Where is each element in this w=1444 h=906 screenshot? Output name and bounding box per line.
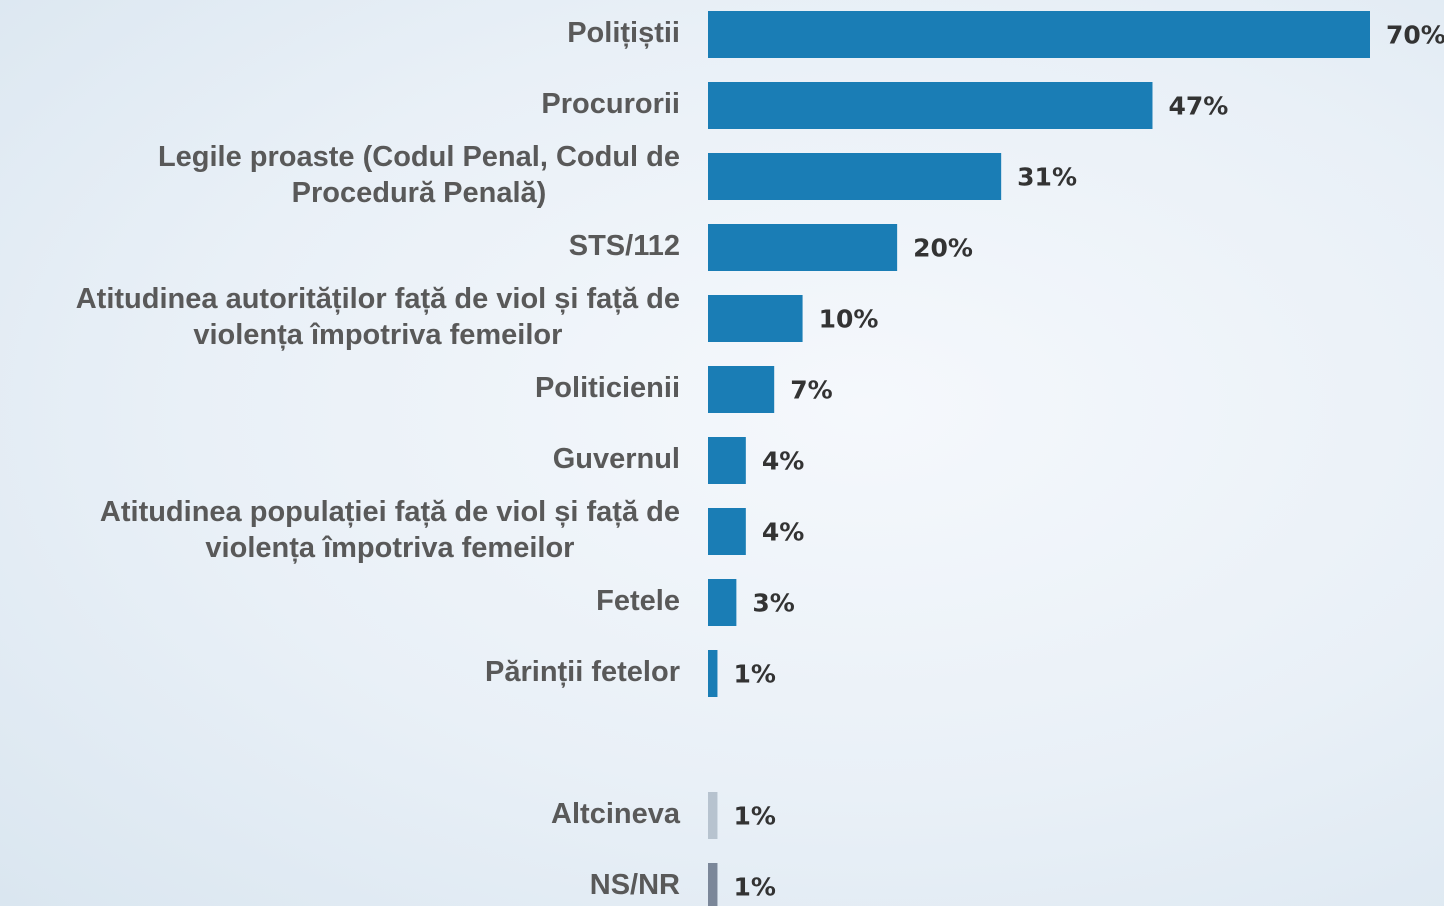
bar bbox=[708, 437, 746, 484]
value-label: 10% bbox=[819, 305, 879, 334]
category-label: violența împotriva femeilor bbox=[193, 319, 562, 351]
bar bbox=[708, 82, 1153, 129]
category-label: Altcineva bbox=[551, 798, 681, 830]
bar bbox=[708, 792, 718, 839]
value-label: 70% bbox=[1386, 21, 1444, 50]
category-label: Fetele bbox=[596, 585, 680, 617]
value-label: 20% bbox=[913, 234, 973, 263]
value-label: 1% bbox=[733, 660, 775, 689]
bar bbox=[708, 508, 746, 555]
category-label: Polițiștii bbox=[567, 17, 680, 49]
value-label: 1% bbox=[733, 802, 775, 831]
category-label: Atitudinea autorităților față de viol și… bbox=[76, 283, 680, 315]
category-label: Atitudinea populației față de viol și fa… bbox=[100, 496, 680, 528]
bar bbox=[708, 366, 775, 413]
value-label: 4% bbox=[762, 447, 804, 476]
category-label: Procedură Penală) bbox=[292, 177, 547, 209]
value-label: 4% bbox=[762, 518, 804, 547]
value-label: 1% bbox=[733, 873, 775, 902]
bar bbox=[708, 224, 898, 271]
value-label: 7% bbox=[790, 376, 832, 405]
category-label: Procurorii bbox=[541, 88, 680, 120]
category-label: Legile proaste (Codul Penal, Codul de bbox=[158, 141, 680, 173]
category-label: NS/NR bbox=[590, 869, 680, 901]
category-label: Guvernul bbox=[553, 443, 680, 475]
category-label: Părinții fetelor bbox=[485, 656, 680, 688]
bar bbox=[708, 579, 737, 626]
value-label: 47% bbox=[1168, 92, 1228, 121]
value-label: 3% bbox=[752, 589, 794, 618]
category-label: STS/112 bbox=[569, 230, 680, 262]
bar bbox=[708, 153, 1002, 200]
bar bbox=[708, 11, 1370, 58]
bar bbox=[708, 295, 803, 342]
value-label: 31% bbox=[1017, 163, 1077, 192]
category-label: Politicienii bbox=[535, 372, 680, 404]
bar bbox=[708, 863, 718, 906]
category-label: violența împotriva femeilor bbox=[205, 532, 574, 564]
bar bbox=[708, 650, 718, 697]
